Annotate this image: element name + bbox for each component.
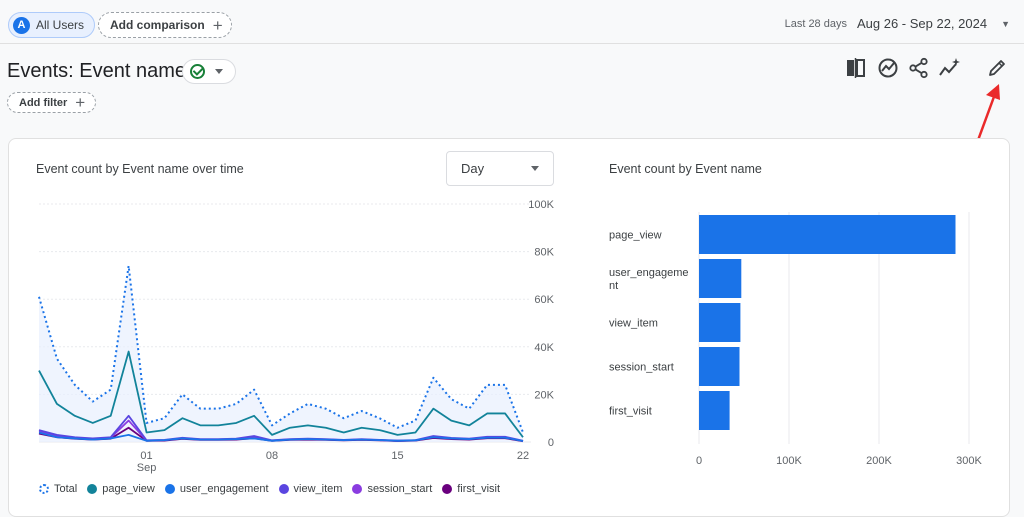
series-line-page-view[interactable] (38, 350, 524, 438)
granularity-select[interactable]: Day (446, 151, 554, 186)
report-card: Event count by Event name over time Day … (8, 138, 1010, 517)
legend-label: session_start (367, 483, 433, 495)
x-tick-label: 08 (266, 450, 278, 462)
dropdown-arrow-icon (531, 166, 539, 171)
legend-label: page_view (102, 483, 155, 495)
legend-item-page-view[interactable]: page_view (87, 483, 155, 495)
y-tick-label: 0 (548, 437, 554, 449)
legend-label: first_visit (457, 483, 501, 495)
report-toolbar (844, 56, 1024, 82)
insights-icon[interactable] (876, 56, 900, 80)
x-tick-label: 22 (517, 450, 529, 462)
add-filter-button[interactable]: Add filter + (7, 92, 97, 113)
granularity-value: Day (461, 161, 485, 176)
bar-category-label: page_view (609, 230, 662, 242)
legend-item-total[interactable]: Total (39, 483, 77, 495)
legend-item-view-item[interactable]: view_item (278, 483, 343, 495)
trend-icon[interactable] (938, 56, 962, 80)
series-line-user-engagement[interactable] (38, 431, 524, 442)
date-range-picker[interactable]: Last 28 days Aug 26 - Sep 22, 2024 ▼ (785, 16, 1010, 31)
legend-label: Total (54, 483, 78, 495)
date-range-value: Aug 26 - Sep 22, 2024 (856, 16, 988, 31)
dropdown-arrow-icon (215, 69, 223, 74)
series-line-total[interactable] (38, 264, 524, 433)
legend-item-session-start[interactable]: session_start (352, 483, 432, 495)
line-chart-title: Event count by Event name over time (36, 162, 244, 176)
legend-item-first-visit[interactable]: first_visit (442, 483, 500, 495)
x-tick-label: 15 (391, 450, 403, 462)
add-comparison-button[interactable]: Add comparison + (98, 12, 232, 38)
legend-swatch (87, 484, 98, 494)
add-filter-label: Add filter (19, 96, 68, 109)
add-comparison-label: Add comparison (110, 18, 205, 32)
date-range-caption: Last 28 days (784, 17, 847, 30)
bar-view-item[interactable] (699, 303, 741, 342)
legend-item-user-engagement[interactable]: user_engagement (164, 483, 269, 495)
segment-chip-all-users[interactable]: A All Users (8, 12, 96, 38)
bar-x-tick-label: 200K (866, 455, 892, 467)
line-chart-legend: Total page_view user_engagement view_item se… (39, 483, 500, 495)
y-tick-label: 80K (534, 247, 554, 259)
legend-swatch (352, 484, 363, 494)
legend-label: user_engagement (179, 483, 269, 495)
bar-category-label: session_start (609, 362, 674, 374)
legend-label: view_item (293, 483, 343, 495)
x-tick-label: 01 (140, 450, 152, 462)
legend-swatch (442, 484, 453, 494)
legend-swatch (39, 484, 49, 494)
bar-page-view[interactable] (699, 215, 956, 254)
y-tick-label: 40K (534, 342, 554, 354)
y-tick-label: 20K (534, 389, 554, 401)
annotation-arrowhead (986, 84, 1000, 100)
page-title: Events: Event name (7, 60, 186, 82)
top-bar: A All Users Add comparison + Last 28 day… (0, 0, 1024, 44)
compare-icon[interactable] (844, 56, 868, 80)
y-tick-label: 100K (528, 199, 554, 211)
bar-chart-title: Event count by Event name (609, 162, 762, 176)
plus-icon: + (75, 93, 86, 112)
annotation-arrow-shaft (975, 93, 997, 144)
segment-label: All Users (36, 18, 85, 32)
x-tick-sublabel: Sep (137, 462, 157, 474)
bar-category-label: user_engageme (609, 267, 689, 279)
legend-swatch (164, 484, 175, 494)
bar-x-tick-label: 300K (956, 455, 982, 467)
bar-category-label: view_item (609, 318, 658, 330)
bar-session-start[interactable] (699, 347, 740, 386)
bar-category-label: nt (609, 280, 618, 292)
segment-avatar: A (13, 16, 30, 34)
edit-icon[interactable] (985, 56, 1009, 80)
legend-swatch (278, 484, 289, 494)
share-icon[interactable] (907, 56, 931, 80)
bar-user-engagement[interactable] (699, 259, 742, 298)
annotation-arrow (975, 84, 1000, 144)
total-area-fill (39, 265, 523, 442)
bar-x-tick-label: 100K (776, 455, 802, 467)
check-circle-icon (190, 64, 205, 79)
plus-icon: + (212, 15, 223, 35)
report-status-dropdown[interactable] (182, 59, 236, 84)
caret-down-icon: ▼ (1001, 18, 1010, 29)
bar-chart: 0 100K 200K 300K page_view user_engagement vie… (609, 212, 983, 467)
bar-first-visit[interactable] (699, 391, 730, 430)
y-tick-label: 60K (534, 294, 554, 306)
bar-category-label: first_visit (609, 406, 652, 418)
bar-x-tick-label: 0 (696, 455, 702, 467)
